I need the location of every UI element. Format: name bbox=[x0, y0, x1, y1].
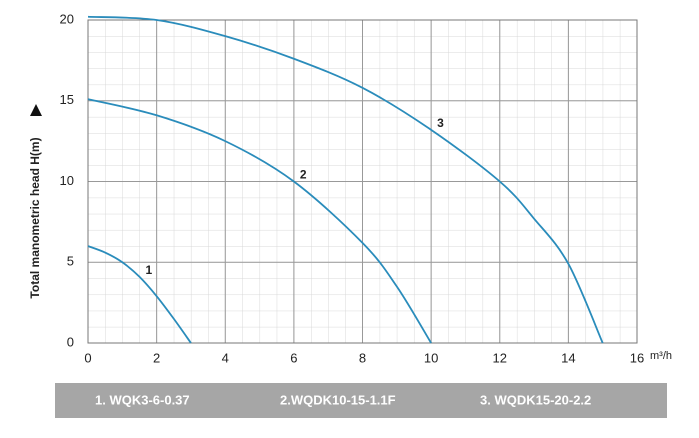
y-tick-label: 10 bbox=[60, 173, 74, 188]
x-tick-label: 8 bbox=[359, 350, 366, 365]
curves: 1 2 3 bbox=[87, 15, 604, 344]
x-tick-label: 2 bbox=[153, 350, 160, 365]
y-tick-label: 5 bbox=[67, 254, 74, 269]
curve bbox=[87, 15, 604, 344]
curve bbox=[87, 245, 192, 344]
axis-arrow bbox=[30, 104, 42, 116]
legend-entry: 1. WQK3-6-0.37 bbox=[95, 392, 190, 407]
y-axis-label: Total manometric head H(m) bbox=[28, 137, 42, 298]
curve-label: 1 bbox=[145, 263, 152, 277]
curve bbox=[87, 98, 432, 344]
legend-entry: 2.WQDK10-15-1.1F bbox=[280, 392, 396, 407]
x-axis-label: m³/h bbox=[650, 350, 672, 362]
y-tick-label: 15 bbox=[60, 92, 74, 107]
x-tick-label: 12 bbox=[493, 350, 507, 365]
plot-frame bbox=[87, 19, 638, 344]
x-tick-label: 16 bbox=[630, 350, 644, 365]
y-tick-label: 0 bbox=[67, 334, 74, 349]
y-tick-label: 20 bbox=[60, 11, 74, 26]
x-tick-label: 14 bbox=[561, 350, 575, 365]
x-tick-label: 4 bbox=[222, 350, 229, 365]
x-tick-label: 10 bbox=[424, 350, 438, 365]
x-tick-label: 6 bbox=[290, 350, 297, 365]
curve-label: 2 bbox=[300, 168, 307, 182]
legend-entry: 3. WQDK15-20-2.2 bbox=[480, 392, 591, 407]
x-tick-label: 0 bbox=[84, 350, 91, 365]
curve-label: 3 bbox=[437, 116, 444, 130]
legend-bar bbox=[55, 383, 667, 418]
